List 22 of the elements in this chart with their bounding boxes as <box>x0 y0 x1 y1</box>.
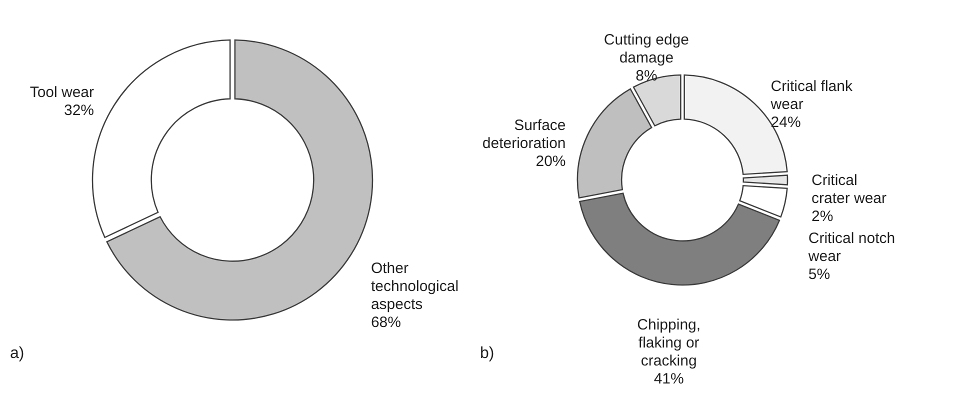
data-label: 5% <box>808 266 830 283</box>
data-label: 68% <box>370 314 401 331</box>
slice-label: Chipping, flaking or cracking <box>637 316 701 370</box>
donut-slice <box>739 184 788 218</box>
slice-label: Critical crater wear <box>812 172 887 207</box>
text: a) <box>10 345 24 362</box>
data-label: 2% <box>812 208 834 225</box>
data-label: 32% <box>64 102 94 120</box>
data-label: 8% <box>636 68 658 85</box>
data-label: 41% <box>654 370 684 388</box>
donut-slice <box>579 192 780 286</box>
donut-slice <box>576 88 652 199</box>
slice-label: Tool wear <box>30 84 94 102</box>
slice-label: Cutting edge damage <box>604 32 689 67</box>
slice-label: Other technological aspects <box>370 260 459 313</box>
donut-slice <box>92 39 231 238</box>
text: b) <box>480 345 494 362</box>
slice-label: Surface deterioration <box>482 117 566 152</box>
slice-label: Critical flank wear <box>770 78 853 113</box>
slice-label: Critical notch wear <box>807 230 896 265</box>
data-label: 20% <box>536 153 566 170</box>
data-label: 24% <box>770 114 801 131</box>
